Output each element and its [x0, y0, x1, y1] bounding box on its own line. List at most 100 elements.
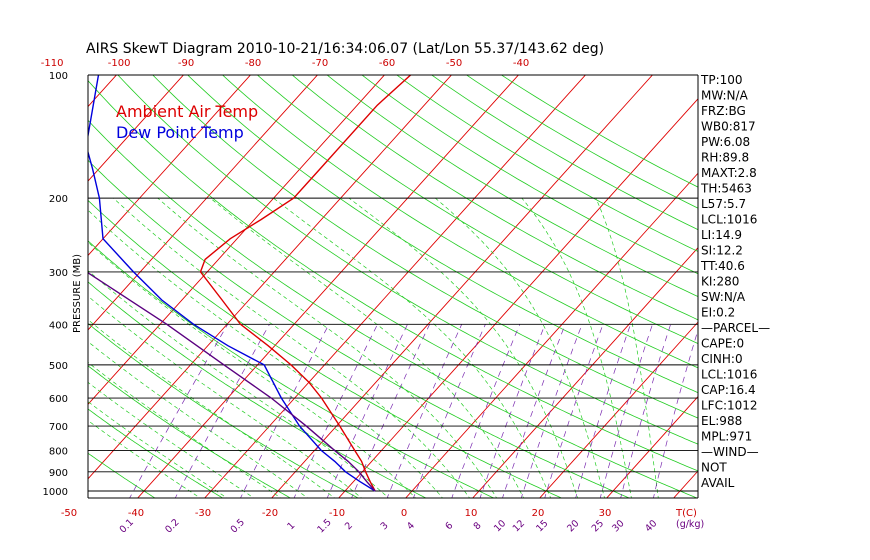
dry-adiabat-line	[187, 75, 698, 394]
mixing-ratio-tick: 20	[565, 518, 581, 534]
top-temp-tick: -100	[108, 58, 131, 69]
isotherm-line	[88, 75, 453, 480]
chart-title: AIRS SkewT Diagram 2010-10-21/16:34:06.0…	[86, 41, 604, 57]
index-entry: KI:280	[701, 275, 739, 289]
mixing-ratio-line	[620, 324, 671, 498]
isotherm-line	[472, 247, 698, 498]
index-entry: EL:988	[701, 414, 742, 428]
dry-adiabat-line	[152, 75, 698, 419]
mixing-ratio-tick: 2	[343, 520, 355, 532]
dry-adiabat-line	[88, 240, 495, 498]
index-entry: LCL:1016	[701, 368, 757, 382]
isotherm-line	[88, 75, 386, 406]
series-ambient-air-temp-line	[199, 75, 412, 492]
mixing-ratio-line	[479, 324, 546, 498]
mixing-ratio-tick: 40	[643, 518, 659, 534]
bottom-temp-tick: 30	[599, 508, 612, 519]
mixing-ratio-line	[386, 324, 463, 498]
index-entry: —WIND—	[701, 445, 759, 459]
pressure-tick-300: 300	[49, 268, 68, 279]
dry-adiabat-line	[361, 75, 698, 275]
isotherm-line	[88, 75, 185, 182]
mixing-ratio-tick: 15	[534, 518, 550, 534]
mixing-ratio-tick: 25	[590, 518, 606, 534]
index-entry: TH:5463	[700, 182, 752, 196]
moist-adiabat-line	[595, 197, 659, 498]
pressure-isobars	[88, 197, 698, 492]
mixing-ratio-line	[575, 324, 631, 498]
moist-adiabat-line	[88, 270, 390, 498]
dry-adiabat-line	[88, 159, 631, 498]
mixing-ratio-tick: 0.1	[118, 517, 136, 535]
background-grid-lines	[0, 63, 698, 500]
mixing-ratio-tick: 8	[472, 520, 484, 532]
bottom-temp-tick: -40	[128, 508, 144, 519]
index-entry: EI:0.2	[701, 306, 735, 320]
moist-adiabat-line	[88, 295, 363, 498]
index-entry: CAP:16.4	[701, 383, 756, 397]
bottom-temp-tick: -10	[329, 508, 345, 519]
index-entry: RH:89.8	[701, 151, 749, 165]
isotherm-line	[0, 63, 61, 500]
dry-adiabat-line	[88, 452, 156, 498]
index-entry: NOT	[701, 461, 727, 475]
moist-adiabat-line	[435, 197, 605, 498]
mixing-ratio-tick: 4	[405, 520, 417, 532]
isotherm-line	[88, 75, 319, 331]
dry-adiabat-line	[88, 80, 698, 472]
dry-adiabat-line	[88, 199, 563, 498]
mixing-ratio-line	[174, 324, 270, 498]
temperature-unit-label: T(C)	[675, 508, 697, 519]
pressure-tick-labels: 100 200 300 400 500 600 700 800 900 1000	[43, 71, 68, 498]
pressure-tick-1000: 1000	[43, 487, 68, 498]
isotherm-line	[271, 75, 654, 498]
series-parcel-path-line	[88, 271, 376, 492]
mixing-ratio-unit-label: (g/kg)	[676, 519, 704, 530]
top-temp-tick: -60	[379, 58, 395, 69]
pressure-tick-500: 500	[49, 361, 68, 372]
legend-ambient-air-temp: Ambient Air Temp	[116, 102, 258, 121]
mixing-ratio-ticks: 0.1 0.2 0.5 1 1.5 2 3 4 6 8 10 12 15 20 25 30 40	[118, 517, 660, 535]
y-axis-label: PRESSURE (MB)	[72, 254, 83, 333]
bottom-temp-tick: 0	[401, 508, 407, 519]
dry-adiabat-line	[500, 75, 698, 188]
mixing-ratio-tick: 0.5	[229, 517, 247, 535]
index-entry: CINH:0	[701, 352, 743, 366]
pressure-tick-400: 400	[49, 320, 68, 331]
isotherm-line	[405, 172, 698, 498]
top-temp-tick: -90	[178, 58, 194, 69]
stability-indices-panel: TP:100MW:N/AFRZ:BGWB0:817PW:6.08RH:89.8M…	[700, 73, 770, 490]
dry-adiabat-line	[256, 75, 698, 345]
top-temp-tick: -80	[245, 58, 261, 69]
index-entry: LCL:1016	[701, 213, 757, 227]
moist-adiabat-line	[88, 381, 255, 498]
dry-adiabat-line	[221, 75, 698, 369]
index-entry: SI:12.2	[701, 244, 743, 258]
moist-adiabat-line	[88, 241, 417, 498]
moist-adiabat-line	[88, 341, 309, 498]
top-temp-tick: -50	[446, 58, 462, 69]
mixing-ratio-line	[326, 324, 408, 498]
moist-adiabat-line	[88, 319, 336, 498]
dry-adiabat-line	[88, 119, 698, 498]
mixing-ratio-tick: 12	[511, 518, 527, 534]
pressure-tick-800: 800	[49, 446, 68, 457]
mixing-ratio-line	[129, 324, 229, 498]
mixing-ratio-line	[544, 324, 604, 498]
index-entry: MW:N/A	[701, 89, 749, 103]
mixing-ratio-tick: 1	[285, 520, 297, 532]
bottom-temp-tick: -20	[262, 508, 278, 519]
index-entry: SW:N/A	[701, 290, 746, 304]
mixing-ratio-line	[599, 324, 653, 498]
isotherm-line	[88, 75, 118, 108]
index-entry: WB0:817	[701, 120, 756, 134]
top-temp-tick: -110	[41, 58, 64, 69]
pressure-tick-200: 200	[49, 194, 68, 205]
moist-adiabat-line	[273, 197, 552, 498]
dry-adiabat-line	[117, 75, 698, 445]
top-temperature-ticks: -120-110-100-90-80-70-60-50-40	[41, 58, 530, 69]
isotherm-line	[137, 75, 520, 498]
moist-adiabat-line	[88, 401, 228, 498]
bottom-temp-tick: -50	[61, 508, 77, 519]
moist-adiabat-line	[113, 197, 471, 498]
